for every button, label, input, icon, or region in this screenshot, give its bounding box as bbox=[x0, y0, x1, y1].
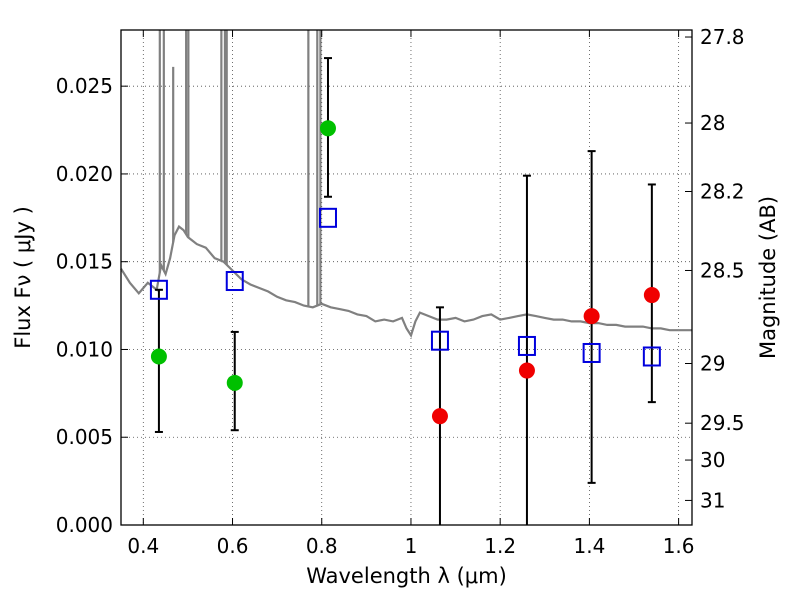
right-tick-label: 28.2 bbox=[700, 179, 745, 203]
x-tick-label: 0.6 bbox=[217, 534, 249, 558]
right-tick-label: 28 bbox=[700, 111, 725, 135]
x-tick-label: 0.4 bbox=[127, 534, 159, 558]
y-tick-label: 0.000 bbox=[56, 513, 113, 537]
plot-frame bbox=[120, 29, 693, 526]
data-point bbox=[319, 120, 336, 137]
right-tick-label: 29 bbox=[700, 352, 725, 376]
data-point bbox=[431, 408, 448, 425]
y-axis-label: Flux Fν ( μJy ) bbox=[11, 206, 35, 349]
y-tick-label: 0.005 bbox=[56, 425, 113, 449]
x-tick-label: 0.8 bbox=[306, 534, 338, 558]
model-point bbox=[318, 207, 337, 228]
x-tick-label: 1.6 bbox=[663, 534, 695, 558]
y-tick-label: 0.015 bbox=[56, 250, 113, 274]
model-point bbox=[430, 330, 449, 351]
model-point bbox=[582, 342, 601, 363]
x-tick-label: 1 bbox=[405, 534, 418, 558]
y-tick-label: 0.010 bbox=[56, 337, 113, 361]
x-axis-label: Wavelength λ (μm) bbox=[306, 564, 507, 588]
right-tick-label: 31 bbox=[700, 488, 725, 512]
right-tick-label: 29.5 bbox=[700, 411, 745, 435]
grid bbox=[121, 30, 692, 526]
data-point bbox=[150, 348, 167, 365]
model-point bbox=[225, 271, 244, 292]
x-tick-label: 1.2 bbox=[484, 534, 516, 558]
error-bars bbox=[154, 57, 656, 525]
right-tick-label: 28.5 bbox=[700, 258, 745, 282]
model-point bbox=[642, 346, 661, 367]
x-tick-label: 1.4 bbox=[573, 534, 605, 558]
right-tick-label: 30 bbox=[700, 448, 725, 472]
right-tick-label: 27.8 bbox=[700, 25, 745, 49]
model-point bbox=[517, 335, 536, 356]
data-point bbox=[518, 362, 535, 379]
y-tick-label: 0.020 bbox=[56, 162, 113, 186]
spectrum-layer bbox=[120, 30, 692, 338]
right-axis-label: Magnitude (AB) bbox=[756, 196, 780, 359]
axis-ticks: 0.4 0.6 0.8 1 1.2 1.4 1.6 0.000 0.005 0.010 0.015 0… bbox=[56, 25, 745, 558]
y-tick-label: 0.025 bbox=[56, 74, 113, 98]
data-point bbox=[226, 374, 243, 391]
data-point bbox=[643, 287, 660, 304]
data-markers bbox=[149, 120, 661, 425]
data-point bbox=[583, 308, 600, 325]
model-point bbox=[149, 279, 168, 300]
template-spectrum-line bbox=[120, 224, 692, 338]
